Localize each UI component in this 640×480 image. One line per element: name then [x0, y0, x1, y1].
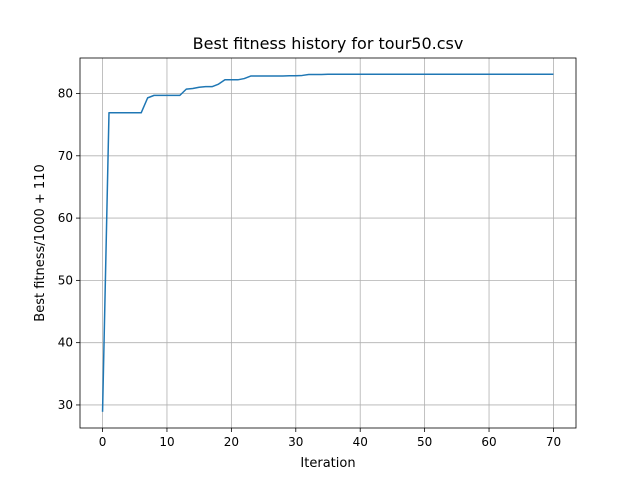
x-tick-label: 40 [353, 435, 368, 449]
series-line [101, 73, 554, 412]
x-tick-label: 50 [417, 435, 432, 449]
y-tick-label: 50 [58, 273, 73, 287]
series-layer [101, 73, 554, 412]
y-tick-label: 40 [58, 336, 73, 350]
y-tick-label: 80 [58, 87, 73, 101]
x-axis-label: Iteration [300, 456, 355, 471]
y-tick-label: 30 [58, 398, 73, 412]
y-tick-label: 70 [58, 149, 73, 163]
ticks: 0 10 20 30 40 50 60 70 30 40 50 60 70 80 [58, 87, 561, 449]
chart-title: Best fitness history for tour50.csv [193, 34, 464, 53]
plot-frame [79, 57, 577, 429]
y-tick-label: 60 [58, 211, 73, 225]
x-tick-label: 30 [288, 435, 303, 449]
x-tick-label: 20 [224, 435, 239, 449]
x-tick-label: 70 [546, 435, 561, 449]
x-tick-label: 0 [99, 435, 107, 449]
x-tick-label: 10 [159, 435, 174, 449]
y-axis-label: Best fitness/1000 + 110 [33, 164, 48, 321]
grid [80, 58, 576, 428]
x-tick-label: 60 [481, 435, 496, 449]
